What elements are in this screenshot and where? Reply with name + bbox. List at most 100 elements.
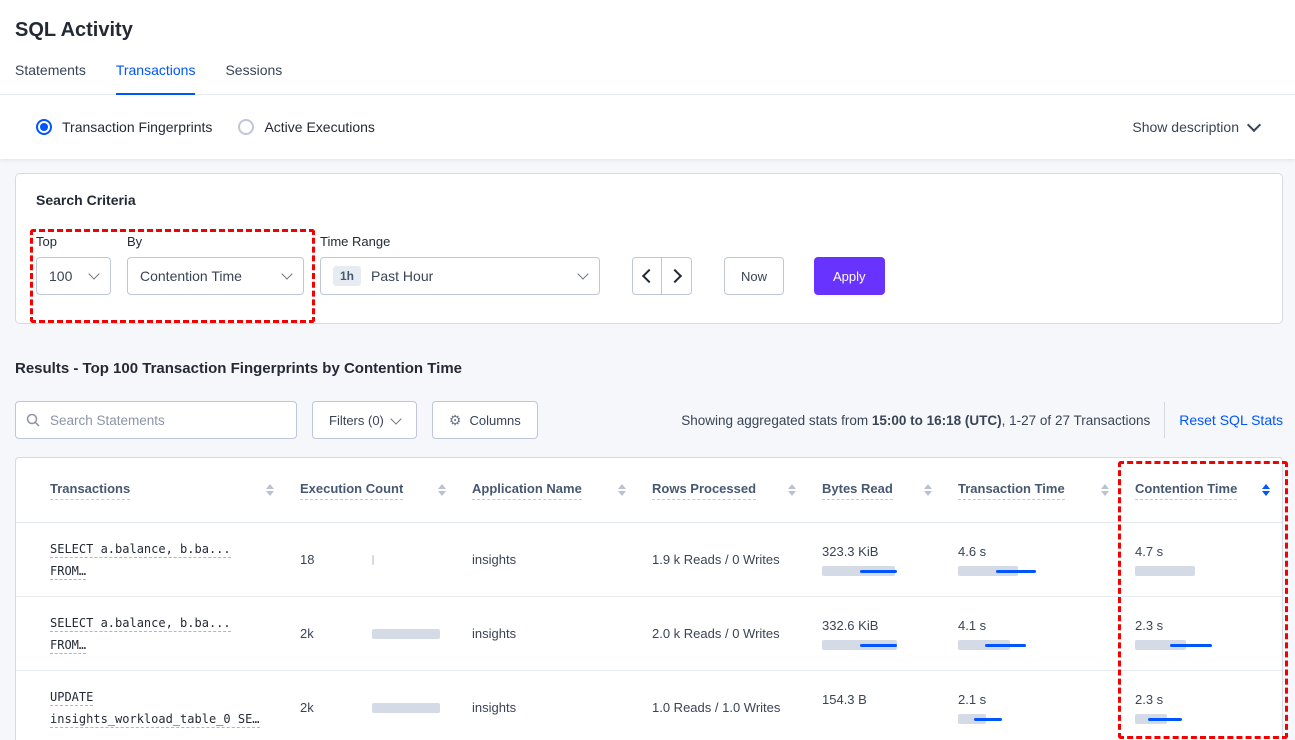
results-heading: Results - Top 100 Transaction Fingerprin… <box>15 360 463 377</box>
columns-label: Columns <box>469 412 521 428</box>
column-header-transaction-time[interactable]: Transaction Time <box>958 481 1135 500</box>
application-name-value: insights <box>472 700 517 715</box>
sort-icon[interactable] <box>1101 484 1109 496</box>
transaction-text-line2[interactable]: FROM… <box>50 637 87 654</box>
page-header: SQL Activity Statements Transactions Ses… <box>0 0 1295 95</box>
contention-time-bar <box>1135 713 1215 724</box>
time-range-field: Time Range 1h Past Hour <box>320 234 600 295</box>
time-range-badge: 1h <box>333 266 362 286</box>
transaction-time-cell: 4.6 s <box>958 544 1135 576</box>
table-row[interactable]: SELECT a.balance, b.ba... FROM… 2k insig… <box>16 597 1282 671</box>
transaction-text-line1[interactable]: SELECT a.balance, b.ba... <box>50 615 231 632</box>
column-header-label[interactable]: Bytes Read <box>822 481 893 500</box>
rows-processed-cell: 1.9 k Reads / 0 Writes <box>652 552 822 567</box>
table-row[interactable]: SELECT a.balance, b.ba... FROM… 18 insig… <box>16 523 1282 597</box>
now-button[interactable]: Now <box>724 257 785 295</box>
search-criteria-panel: Search Criteria Top 100 By Contention Ti… <box>15 173 1283 324</box>
apply-button[interactable]: Apply <box>814 257 885 295</box>
sort-icon[interactable] <box>438 484 446 496</box>
search-criteria-row: Top 100 By Contention Time Time Range <box>36 234 1262 295</box>
contention-time-value: 2.3 s <box>1135 617 1164 633</box>
transaction-fingerprint-cell[interactable]: UPDATE insights_workload_table_0 SE… <box>50 686 300 730</box>
vertical-divider <box>1164 402 1166 438</box>
time-range-value: Past Hour <box>371 268 434 284</box>
contention-time-value: 4.7 s <box>1135 543 1164 559</box>
contention-time-bar <box>1135 639 1215 650</box>
column-header-contention-time[interactable]: Contention Time <box>1135 481 1282 500</box>
top-field: Top 100 <box>36 234 111 295</box>
transaction-time-value: 2.1 s <box>958 691 987 707</box>
transaction-fingerprint-cell[interactable]: SELECT a.balance, b.ba... FROM… <box>50 538 300 582</box>
time-prev-button[interactable] <box>632 257 662 295</box>
sort-icon[interactable] <box>266 484 274 496</box>
transaction-text-line2[interactable]: FROM… <box>50 563 87 580</box>
by-label: By <box>127 234 143 249</box>
column-header-execution-count[interactable]: Execution Count <box>300 481 472 500</box>
sort-icon[interactable] <box>788 484 796 496</box>
stats-suffix: , 1-27 of 27 Transactions <box>1001 412 1151 428</box>
transaction-fingerprint-cell[interactable]: SELECT a.balance, b.ba... FROM… <box>50 612 300 656</box>
column-header-label[interactable]: Execution Count <box>300 481 404 500</box>
reset-sql-stats-link[interactable]: Reset SQL Stats <box>1179 412 1283 428</box>
column-header-label[interactable]: Rows Processed <box>652 481 757 500</box>
show-description-toggle[interactable]: Show description <box>1132 117 1262 135</box>
execution-count-cell: 2k <box>300 671 472 740</box>
column-header-label[interactable]: Transactions <box>50 481 131 500</box>
column-header-label[interactable]: Application Name <box>472 481 582 500</box>
column-header-label[interactable]: Transaction Time <box>958 481 1065 500</box>
radio-transaction-fingerprints[interactable]: Transaction Fingerprints <box>36 119 212 135</box>
execution-count-value: 2k <box>300 700 314 715</box>
column-header-transactions[interactable]: Transactions <box>50 481 300 500</box>
tab-sessions[interactable]: Sessions <box>225 62 283 78</box>
bytes-read-value: 323.3 KiB <box>822 543 879 559</box>
transaction-time-bar <box>958 713 1038 724</box>
tab-statements[interactable]: Statements <box>15 62 86 78</box>
application-name-cell: insights <box>472 626 652 641</box>
content-area: Search Criteria Top 100 By Contention Ti… <box>0 159 1295 740</box>
columns-button[interactable]: ⚙ Columns <box>431 401 538 439</box>
bytes-read-bar <box>822 714 902 724</box>
transaction-text-line1[interactable]: SELECT a.balance, b.ba... <box>50 541 231 558</box>
sort-icon[interactable] <box>618 484 626 496</box>
table-row[interactable]: UPDATE insights_workload_table_0 SE… 2k … <box>16 671 1282 740</box>
chevron-down-icon <box>1246 117 1262 133</box>
transaction-time-cell: 4.1 s <box>958 618 1135 650</box>
transactions-table: Transactions Execution Count Application… <box>15 457 1288 740</box>
bytes-read-value: 332.6 KiB <box>822 617 879 633</box>
gear-icon: ⚙ <box>448 411 462 428</box>
filters-button[interactable]: Filters (0) <box>312 401 417 439</box>
transaction-text-line2[interactable]: insights_workload_table_0 SE… <box>50 711 260 728</box>
column-header-rows-processed[interactable]: Rows Processed <box>652 481 822 500</box>
results-controls-row: Filters (0) ⚙ Columns Showing aggregated… <box>15 401 1283 439</box>
execution-count-cell: 18 <box>300 523 472 596</box>
rows-processed-value: 2.0 k Reads / 0 Writes <box>652 626 780 641</box>
sort-icon[interactable] <box>924 484 932 496</box>
by-select[interactable]: Contention Time <box>127 257 304 295</box>
column-header-bytes-read[interactable]: Bytes Read <box>822 481 958 500</box>
tab-transactions[interactable]: Transactions <box>115 62 196 95</box>
radio-active-executions[interactable]: Active Executions <box>238 119 375 135</box>
transaction-time-value: 4.6 s <box>958 543 987 559</box>
aggregated-stats-text: Showing aggregated stats from 15:00 to 1… <box>681 413 1150 428</box>
tab-bar: Statements Transactions Sessions <box>0 62 1295 95</box>
show-description-label: Show description <box>1132 119 1239 135</box>
search-statements-input[interactable] <box>48 411 286 429</box>
time-range-select[interactable]: 1h Past Hour <box>320 257 600 295</box>
top-label: Top <box>36 234 57 249</box>
application-name-cell: insights <box>472 700 652 715</box>
chevron-down-icon <box>88 268 100 280</box>
transaction-text-line1[interactable]: UPDATE <box>50 689 94 706</box>
search-icon <box>26 413 40 427</box>
time-next-button[interactable] <box>662 257 692 295</box>
execution-count-bar <box>372 554 452 565</box>
bytes-read-cell: 323.3 KiB <box>822 544 958 576</box>
sort-icon-active[interactable] <box>1262 484 1270 496</box>
column-header-application-name[interactable]: Application Name <box>472 481 652 500</box>
search-statements-box[interactable] <box>15 401 297 439</box>
chevron-left-icon <box>641 268 656 284</box>
radio-selected-icon <box>36 119 52 135</box>
filters-label: Filters (0) <box>329 412 384 428</box>
column-header-label[interactable]: Contention Time <box>1135 481 1238 500</box>
top-select[interactable]: 100 <box>36 257 111 295</box>
